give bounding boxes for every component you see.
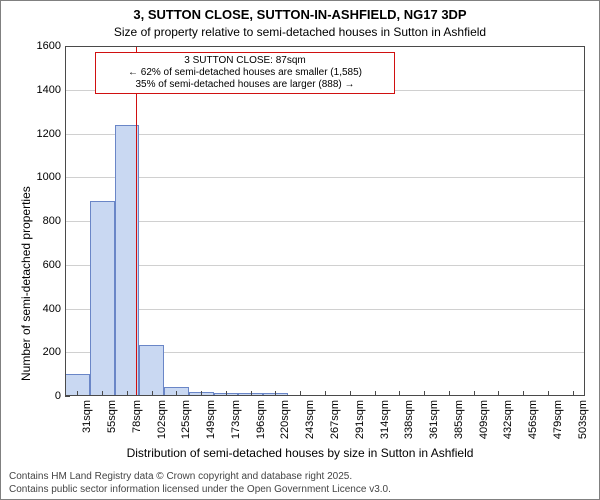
footer: Contains HM Land Registry data © Crown c…: [1, 471, 599, 496]
gridline: [65, 309, 585, 310]
gridline: [65, 221, 585, 222]
x-axis-label: Distribution of semi-detached houses by …: [1, 446, 599, 460]
x-tick-mark: [176, 391, 177, 396]
property-marker-line: [136, 46, 137, 396]
x-tick-mark: [375, 391, 376, 396]
x-tick-label: 149sqm: [205, 400, 217, 439]
bar: [139, 345, 164, 396]
annotation-box: 3 SUTTON CLOSE: 87sqm ← 62% of semi-deta…: [95, 52, 395, 94]
x-tick-mark: [424, 391, 425, 396]
x-tick-label: 31sqm: [81, 400, 93, 433]
gridline: [65, 134, 585, 135]
x-tick-mark: [127, 391, 128, 396]
y-tick-label: 200: [21, 346, 61, 358]
y-tick-label: 0: [21, 390, 61, 402]
y-tick-area: 02004006008001000120014001600: [1, 46, 65, 396]
x-tick-label: 385sqm: [453, 400, 465, 439]
x-tick-mark: [474, 391, 475, 396]
x-tick-mark: [77, 391, 78, 396]
gridline: [65, 265, 585, 266]
annotation-line1: 3 SUTTON CLOSE: 87sqm: [100, 55, 390, 67]
x-tick-label: 503sqm: [577, 400, 589, 439]
x-tick-label: 196sqm: [255, 400, 267, 439]
x-tick-label: 267sqm: [329, 400, 341, 439]
y-tick-label: 1000: [21, 171, 61, 183]
plot-area: 3 SUTTON CLOSE: 87sqm ← 62% of semi-deta…: [65, 46, 585, 396]
x-tick-label: 55sqm: [106, 400, 118, 433]
x-tick-label: 314sqm: [379, 400, 391, 439]
y-tick-label: 800: [21, 215, 61, 227]
x-tick-label: 243sqm: [304, 400, 316, 439]
x-tick-mark: [523, 391, 524, 396]
x-tick-label: 291sqm: [354, 400, 366, 439]
x-tick-mark: [201, 391, 202, 396]
y-tick-label: 1600: [21, 40, 61, 52]
footer-line2: Contains public sector information licen…: [9, 484, 599, 497]
x-tick-label: 432sqm: [502, 400, 514, 439]
x-tick-mark: [399, 391, 400, 396]
x-tick-mark: [573, 391, 574, 396]
x-tick-label: 338sqm: [403, 400, 415, 439]
x-tick-label: 220sqm: [279, 400, 291, 439]
x-tick-mark: [226, 391, 227, 396]
x-tick-label: 173sqm: [230, 400, 242, 439]
annotation-line2: ← 62% of semi-detached houses are smalle…: [100, 67, 390, 79]
bar: [90, 201, 115, 396]
x-tick-label: 456sqm: [527, 400, 539, 439]
x-tick-mark: [548, 391, 549, 396]
chart-frame: 3, SUTTON CLOSE, SUTTON-IN-ASHFIELD, NG1…: [0, 0, 600, 500]
x-tick-mark: [102, 391, 103, 396]
x-tick-label: 78sqm: [131, 400, 143, 433]
y-tick-label: 1200: [21, 128, 61, 140]
y-tick-label: 1400: [21, 84, 61, 96]
x-tick-mark: [449, 391, 450, 396]
x-tick-label: 125sqm: [180, 400, 192, 439]
annotation-line3: 35% of semi-detached houses are larger (…: [100, 79, 390, 91]
y-tick-label: 400: [21, 303, 61, 315]
x-tick-mark: [152, 391, 153, 396]
x-tick-mark: [350, 391, 351, 396]
x-tick-mark: [275, 391, 276, 396]
x-tick-label: 102sqm: [156, 400, 168, 439]
x-tick-label: 409sqm: [478, 400, 490, 439]
x-tick-label: 361sqm: [428, 400, 440, 439]
x-tick-mark: [325, 391, 326, 396]
x-tick-mark: [251, 391, 252, 396]
chart-title: 3, SUTTON CLOSE, SUTTON-IN-ASHFIELD, NG1…: [1, 7, 599, 22]
chart-subtitle: Size of property relative to semi-detach…: [1, 25, 599, 39]
x-tick-mark: [300, 391, 301, 396]
x-tick-mark: [498, 391, 499, 396]
footer-line1: Contains HM Land Registry data © Crown c…: [9, 471, 599, 484]
x-tick-label: 479sqm: [552, 400, 564, 439]
x-tick-area: 31sqm 55sqm 78sqm 102sqm 125sqm 149sqm 173sqm 1…: [65, 396, 585, 446]
y-tick-label: 600: [21, 259, 61, 271]
gridline: [65, 177, 585, 178]
